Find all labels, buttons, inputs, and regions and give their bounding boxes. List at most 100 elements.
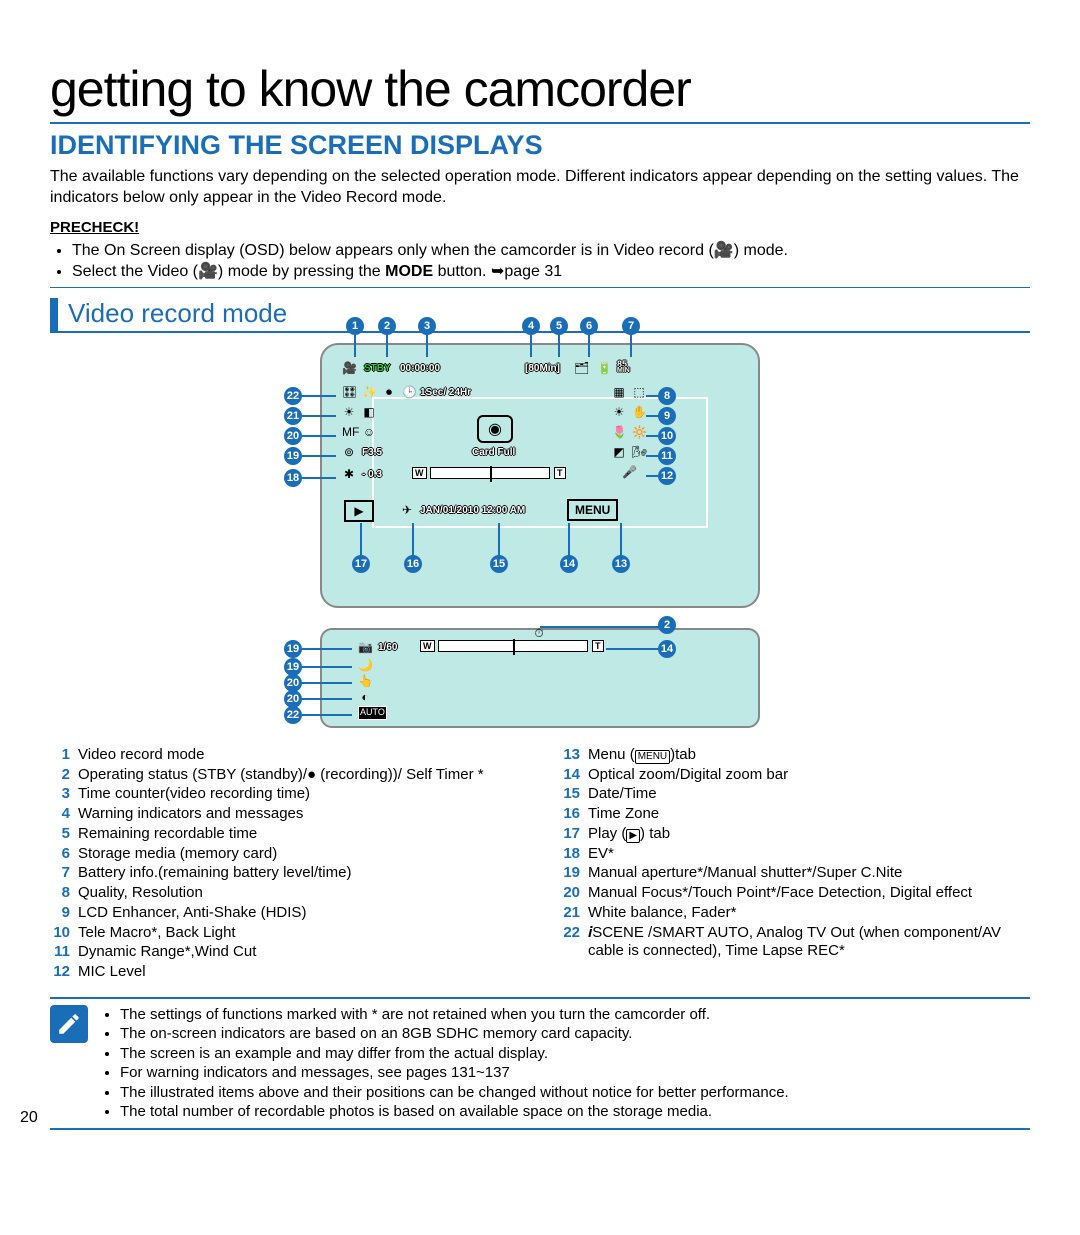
sub-heading: Video record mode bbox=[50, 298, 1030, 333]
zoom-bar2 bbox=[438, 640, 588, 652]
lead-line bbox=[568, 523, 570, 557]
legend-text: Optical zoom/Digital zoom bar bbox=[588, 766, 1030, 785]
shutter-icon: 📷 bbox=[358, 640, 372, 654]
legend-num: 10 bbox=[50, 924, 78, 943]
zoom-w: W bbox=[412, 467, 427, 479]
lead-line bbox=[302, 666, 352, 668]
legend-row: 1Video record mode bbox=[50, 746, 520, 765]
legend-text: Quality, Resolution bbox=[78, 884, 520, 903]
precheck-list: The On Screen display (OSD) below appear… bbox=[50, 240, 1030, 288]
cnite-icon: 🌙 bbox=[358, 658, 372, 672]
callout-2: 2 bbox=[378, 317, 396, 335]
battery-icon: 🔋 bbox=[597, 361, 611, 375]
note-icon bbox=[50, 1005, 88, 1043]
face-icon: ☺ bbox=[362, 425, 376, 439]
legend-row: 14Optical zoom/Digital zoom bar bbox=[560, 766, 1030, 785]
datetime-label: JAN/01/2010 12:00 AM bbox=[420, 505, 525, 516]
callout-5: 5 bbox=[550, 317, 568, 335]
callout-6: 6 bbox=[580, 317, 598, 335]
legend-text: Tele Macro*, Back Light bbox=[78, 924, 520, 943]
legend-text: Play (▶) tab bbox=[588, 825, 1030, 844]
legend-num: 22 bbox=[560, 924, 588, 962]
lead-line bbox=[302, 415, 336, 417]
legend-text: Video record mode bbox=[78, 746, 520, 765]
callout-7: 7 bbox=[622, 317, 640, 335]
callout-19: 19 bbox=[284, 447, 302, 465]
rec-icon: ⏺ bbox=[382, 385, 396, 399]
legend-text: Date/Time bbox=[588, 785, 1030, 804]
legend-row: 5Remaining recordable time bbox=[50, 825, 520, 844]
legend-num: 11 bbox=[50, 943, 78, 962]
callout-14: 14 bbox=[658, 640, 676, 658]
intro-text: The available functions vary depending o… bbox=[50, 167, 1030, 209]
legend-text: Storage media (memory card) bbox=[78, 845, 520, 864]
legend-num: 20 bbox=[560, 884, 588, 903]
iscene-icon: 🎛 bbox=[342, 385, 356, 399]
aperture-icon: ⊚ bbox=[342, 445, 356, 459]
legend-num: 1 bbox=[50, 746, 78, 765]
antishake-icon: ✋ bbox=[632, 405, 646, 419]
zoom-t: T bbox=[554, 467, 566, 479]
lead-line bbox=[530, 335, 532, 357]
legend-text: Menu (MENU)tab bbox=[588, 746, 1030, 765]
lead-line bbox=[540, 626, 660, 628]
note-item: The illustrated items above and their po… bbox=[120, 1083, 789, 1103]
lead-line bbox=[620, 523, 622, 557]
menu-tab[interactable]: MENU bbox=[567, 499, 618, 521]
legend-num: 2 bbox=[50, 766, 78, 785]
zoom-t2: T bbox=[592, 640, 604, 652]
callout-16: 16 bbox=[404, 555, 422, 573]
legend-row: 8Quality, Resolution bbox=[50, 884, 520, 903]
legend-row: 3Time counter(video recording time) bbox=[50, 785, 520, 804]
legend-num: 8 bbox=[50, 884, 78, 903]
mf-icon: MF bbox=[342, 425, 356, 439]
legend-row: 6Storage media (memory card) bbox=[50, 845, 520, 864]
callout-13: 13 bbox=[612, 555, 630, 573]
legend-row: 15Date/Time bbox=[560, 785, 1030, 804]
lead-line bbox=[302, 698, 352, 700]
callout-1: 1 bbox=[346, 317, 364, 335]
legend-col-right: 13Menu (MENU)tab14Optical zoom/Digital z… bbox=[560, 746, 1030, 983]
note-item: The screen is an example and may differ … bbox=[120, 1044, 789, 1064]
legend-num: 5 bbox=[50, 825, 78, 844]
note-item: The total number of recordable photos is… bbox=[120, 1102, 789, 1122]
macro-icon: 🌷 bbox=[612, 425, 626, 439]
legend-num: 9 bbox=[50, 904, 78, 923]
callout-4: 4 bbox=[522, 317, 540, 335]
legend-row: 18EV* bbox=[560, 845, 1030, 864]
shutter-val: 1/60 bbox=[378, 642, 397, 653]
mic-icon: 🎤 bbox=[622, 465, 636, 479]
page-title: getting to know the camcorder bbox=[50, 60, 1030, 124]
legend-text: 𝒊SCENE /SMART AUTO, Analog TV Out (when … bbox=[588, 924, 1030, 962]
play-tab[interactable]: ▶ bbox=[344, 500, 374, 522]
touch-icon: 👆 bbox=[358, 674, 372, 688]
lead-line bbox=[386, 335, 388, 357]
legend-num: 16 bbox=[560, 805, 588, 824]
ev-icon: ✱ bbox=[342, 467, 356, 481]
callout-22: 22 bbox=[284, 387, 302, 405]
callout-12: 12 bbox=[658, 467, 676, 485]
lead-line bbox=[302, 477, 336, 479]
callout-17: 17 bbox=[352, 555, 370, 573]
lead-line bbox=[302, 714, 352, 716]
legend-row: 16Time Zone bbox=[560, 805, 1030, 824]
legend-text: Time Zone bbox=[588, 805, 1030, 824]
callout-11: 11 bbox=[658, 447, 676, 465]
disc-icon: ◉ bbox=[477, 415, 513, 443]
legend-row: 17Play (▶) tab bbox=[560, 825, 1030, 844]
note-item: The settings of functions marked with * … bbox=[120, 1005, 789, 1025]
precheck-item: The On Screen display (OSD) below appear… bbox=[72, 240, 1030, 262]
legend-text: EV* bbox=[588, 845, 1030, 864]
lead-line bbox=[302, 648, 352, 650]
backlight-icon: 🔆 bbox=[632, 425, 646, 439]
aperture-val: F3.5 bbox=[362, 447, 382, 458]
video-mode-icon: 🎥 bbox=[342, 361, 356, 375]
precheck-item: Select the Video (🎥) mode by pressing th… bbox=[72, 261, 1030, 283]
windcut-icon: 🌬 bbox=[632, 445, 646, 459]
legend-row: 20Manual Focus*/Touch Point*/Face Detect… bbox=[560, 884, 1030, 903]
note-box: The settings of functions marked with * … bbox=[50, 997, 1030, 1130]
lead-line bbox=[360, 523, 362, 557]
legend-text: Time counter(video recording time) bbox=[78, 785, 520, 804]
callout-10: 10 bbox=[658, 427, 676, 445]
legend-text: Dynamic Range*,Wind Cut bbox=[78, 943, 520, 962]
